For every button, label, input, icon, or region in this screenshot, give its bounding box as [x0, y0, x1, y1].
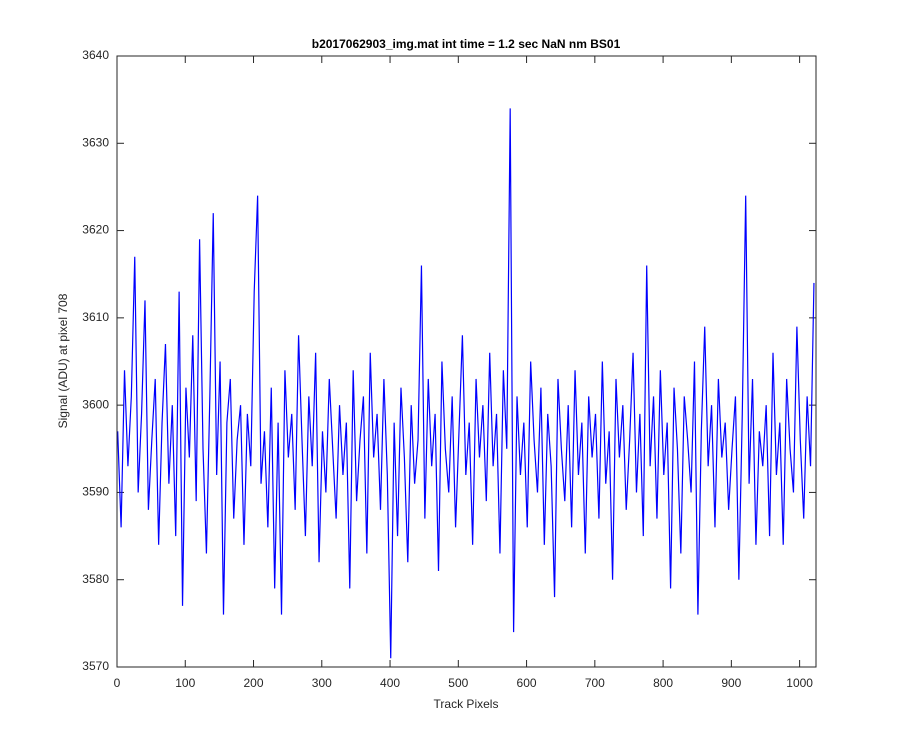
x-tick-label: 300 [312, 676, 332, 690]
x-tick-label: 200 [244, 676, 264, 690]
x-tick-label: 800 [653, 676, 673, 690]
y-tick-label: 3580 [82, 572, 109, 586]
y-tick-label: 3620 [82, 223, 109, 237]
chart-title: b2017062903_img.mat int time = 1.2 sec N… [312, 37, 621, 51]
x-axis-label: Track Pixels [434, 697, 499, 711]
y-tick-label: 3640 [82, 48, 109, 62]
x-tick-label: 0 [114, 676, 121, 690]
x-tick-label: 1000 [786, 676, 813, 690]
x-tick-label: 900 [721, 676, 741, 690]
y-tick-label: 3600 [82, 397, 109, 411]
x-tick-label: 600 [517, 676, 537, 690]
x-tick-label: 700 [585, 676, 605, 690]
y-tick-label: 3610 [82, 310, 109, 324]
y-tick-label: 3570 [82, 659, 109, 673]
y-tick-label: 3630 [82, 135, 109, 149]
y-axis-label: Signal (ADU) at pixel 708 [56, 293, 70, 428]
x-tick-label: 500 [448, 676, 468, 690]
axes-box [116, 55, 817, 668]
data-line [117, 108, 815, 659]
y-tick-label: 3590 [82, 485, 109, 499]
x-tick-label: 100 [175, 676, 195, 690]
x-tick-label: 400 [380, 676, 400, 690]
